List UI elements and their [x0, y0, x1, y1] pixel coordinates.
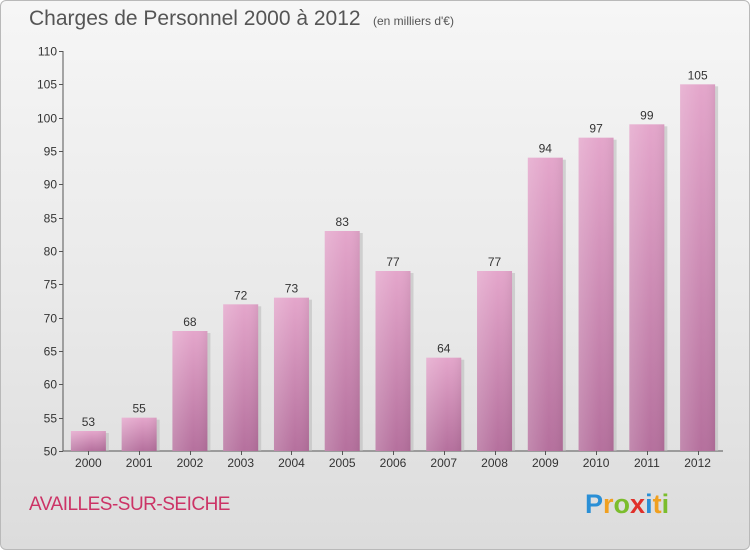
x-tick-label: 2003 — [227, 456, 254, 470]
bar-value-label: 94 — [539, 142, 553, 156]
y-tick-label: 80 — [44, 245, 58, 259]
bar-value-label: 105 — [688, 68, 708, 82]
y-tick-label: 50 — [44, 445, 58, 459]
bar-value-label: 53 — [82, 415, 96, 429]
y-tick-label: 100 — [37, 112, 57, 126]
bar-highlight — [375, 271, 411, 451]
logo-letter: i — [645, 489, 653, 519]
y-tick-label: 90 — [44, 178, 58, 192]
bar-value-label: 73 — [285, 282, 299, 296]
y-tick-label: 105 — [37, 78, 57, 92]
bar-value-label: 68 — [183, 315, 197, 329]
x-tick-label: 2001 — [126, 456, 153, 470]
bar-highlight — [680, 84, 716, 451]
bar-highlight — [273, 297, 309, 451]
x-tick-label: 2009 — [532, 456, 559, 470]
place-name: AVAILLES-SUR-SEICHE — [29, 494, 230, 515]
x-tick-label: 2010 — [583, 456, 610, 470]
bar-highlight — [477, 271, 513, 451]
logo-letter: x — [630, 489, 646, 519]
y-tick-label: 60 — [44, 378, 58, 392]
bar-highlight — [70, 431, 106, 451]
x-tick-label: 2005 — [329, 456, 356, 470]
bar-value-label: 97 — [589, 122, 603, 136]
x-tick-label: 2006 — [380, 456, 407, 470]
bar-value-label: 83 — [336, 215, 350, 229]
bar-value-label: 55 — [132, 402, 146, 416]
y-tick-label: 110 — [38, 45, 57, 59]
chart-subtitle: (en milliers d'€) — [373, 14, 454, 28]
chart-labels: 53 2000 55 2001 68 2002 72 2003 73 2004 83 2005 77 20… — [75, 68, 711, 470]
x-tick-label: 2011 — [634, 456, 660, 470]
logo-letter: o — [613, 489, 631, 519]
y-tick-label: 65 — [44, 345, 58, 359]
bar-value-label: 64 — [437, 342, 451, 356]
y-tick-label: 75 — [44, 278, 58, 292]
bar-value-label: 77 — [488, 255, 502, 269]
logo-letter: r — [603, 489, 614, 519]
y-tick-label: 95 — [44, 145, 58, 159]
bar-highlight — [527, 157, 563, 451]
bar-highlight — [426, 357, 462, 451]
logo-letter: i — [661, 489, 670, 519]
proxiti-logo[interactable]: Proxiti — [585, 489, 669, 520]
x-tick-label: 2002 — [177, 456, 204, 470]
bar-highlight — [324, 231, 360, 451]
bar-highlight — [223, 304, 259, 451]
bar-value-label: 77 — [386, 255, 400, 269]
y-tick-label: 70 — [44, 312, 58, 326]
y-tick-label: 85 — [44, 212, 58, 226]
x-tick-label: 2000 — [75, 456, 102, 470]
x-tick-label: 2008 — [481, 456, 508, 470]
chart-bars — [70, 84, 719, 451]
bar-value-label: 99 — [640, 108, 654, 122]
bar-value-label: 72 — [234, 288, 248, 302]
bar-highlight — [172, 331, 208, 451]
logo-letter: t — [652, 489, 662, 519]
chart-title: Charges de Personnel 2000 à 2012 — [29, 7, 361, 30]
bar-highlight — [629, 124, 665, 451]
bar-highlight — [578, 137, 614, 451]
x-tick-label: 2004 — [278, 456, 305, 470]
y-tick-label: 55 — [44, 412, 58, 426]
x-tick-label: 2007 — [430, 456, 457, 470]
logo-letter: P — [585, 489, 604, 519]
x-tick-label: 2012 — [684, 456, 711, 470]
bar-highlight — [121, 417, 157, 451]
